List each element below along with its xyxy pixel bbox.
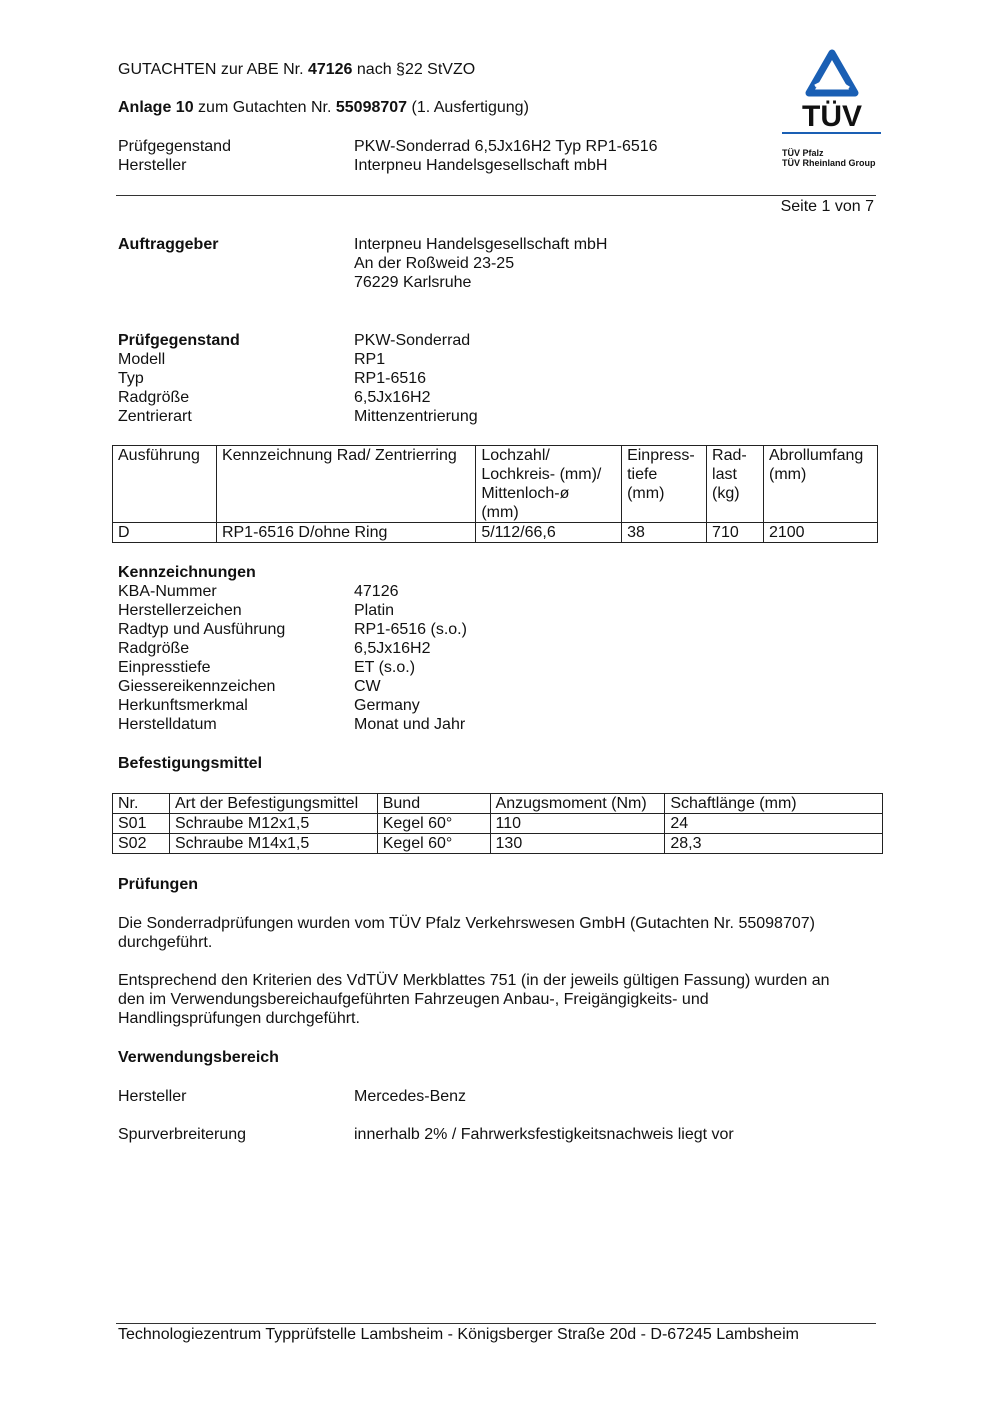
- table-cell: Kegel 60°: [376, 833, 491, 854]
- annex-line: Anlage 10 zum Gutachten Nr. 55098707 (1.…: [118, 99, 529, 116]
- field-label: Modell: [118, 351, 166, 368]
- section-heading: Prüfungen: [118, 876, 198, 893]
- column-header: Anzugsmoment (Nm): [489, 793, 666, 814]
- page-number: Seite 1 von 7: [780, 198, 874, 215]
- field-value: Mittenzentrierung: [354, 408, 478, 425]
- section-heading: Verwendungsbereich: [118, 1049, 279, 1066]
- tuv-triangle-icon: TÜV TÜV Pfalz TÜV Rheinland Group: [782, 49, 881, 168]
- field-label: Einpresstiefe: [118, 659, 211, 676]
- table-cell: Schraube M12x1,5: [168, 813, 378, 834]
- report-title: GUTACHTEN zur ABE Nr. 47126 nach §22 StV…: [118, 61, 476, 78]
- header-divider: [116, 195, 876, 196]
- table-header-row: Ausführung Kennzeichnung Rad/ Zentrierri…: [112, 445, 879, 523]
- table-cell: 38: [621, 522, 708, 543]
- fastener-table: Nr. Art der Befestigungsmittel Bund Anzu…: [112, 793, 883, 854]
- field-label: Radgröße: [118, 640, 190, 657]
- field-label: Radgröße: [118, 389, 190, 406]
- field-label: Herstelldatum: [118, 716, 217, 733]
- column-header: Kennzeichnung Rad/ Zentrierring: [215, 445, 477, 523]
- header-label: Prüfgegenstand: [118, 138, 231, 155]
- table-cell: RP1-6516 D/ohne Ring: [215, 522, 477, 543]
- footer-address: Technologiezentrum Typprüfstelle Lambshe…: [118, 1326, 799, 1343]
- section-heading: Befestigungsmittel: [118, 755, 263, 772]
- column-header: Bund: [376, 793, 491, 814]
- column-header: Rad- last (kg): [706, 445, 764, 523]
- field-label: Herkunftsmerkmal: [118, 697, 248, 714]
- column-header: Ausführung: [112, 445, 217, 523]
- field-value: RP1-6516 (s.o.): [354, 621, 467, 638]
- svg-text:TÜV: TÜV: [802, 100, 862, 133]
- header-label: Hersteller: [118, 157, 187, 174]
- table-row: D RP1-6516 D/ohne Ring 5/112/66,6 38 710…: [112, 522, 879, 543]
- field-value: 6,5Jx16H2: [354, 640, 431, 657]
- field-label: KBA-Nummer: [118, 583, 217, 600]
- field-label: Giessereikennzeichen: [118, 678, 276, 695]
- field-value: RP1-6516: [354, 370, 427, 387]
- footer-divider: [116, 1323, 876, 1324]
- address-line: Interpneu Handelsgesellschaft mbH: [354, 236, 608, 253]
- field-value: 47126: [354, 583, 399, 600]
- field-value: Monat und Jahr: [354, 716, 466, 733]
- section-heading: Kennzeichnungen: [118, 564, 256, 581]
- field-value: innerhalb 2% / Fahrwerksfestigkeitsnachw…: [354, 1126, 734, 1143]
- svg-text:TÜV Rheinland Group: TÜV Rheinland Group: [782, 158, 876, 168]
- field-label: Hersteller: [118, 1088, 187, 1105]
- column-header: Schaftlänge (mm): [664, 793, 883, 814]
- table-cell: 110: [489, 813, 666, 834]
- header-value: PKW-Sonderrad 6,5Jx16H2 Typ RP1-6516: [354, 138, 658, 155]
- field-value: PKW-Sonderrad: [354, 332, 471, 349]
- field-value: RP1: [354, 351, 386, 368]
- field-label: Typ: [118, 370, 144, 387]
- table-cell: 130: [489, 833, 666, 854]
- paragraph: Entsprechend den Kriterien des VdTÜV Mer…: [118, 972, 830, 1027]
- table-cell: 710: [706, 522, 764, 543]
- table-cell: 28,3: [664, 833, 883, 854]
- section-label: Auftraggeber: [118, 236, 219, 253]
- field-label: Herstellerzeichen: [118, 602, 242, 619]
- wheel-table: Ausführung Kennzeichnung Rad/ Zentrierri…: [112, 445, 879, 543]
- column-header: Abrollumfang (mm): [762, 445, 879, 523]
- paragraph: Die Sonderradprüfungen wurden vom TÜV Pf…: [118, 915, 815, 951]
- table-cell: S01: [112, 813, 170, 834]
- table-cell: 24: [664, 813, 883, 834]
- field-label: Zentrierart: [118, 408, 192, 425]
- column-header: Einpress- tiefe (mm): [621, 445, 708, 523]
- table-cell: 2100: [762, 522, 879, 543]
- table-row: S01 Schraube M12x1,5 Kegel 60° 110 24: [112, 813, 883, 834]
- svg-text:TÜV Pfalz: TÜV Pfalz: [782, 148, 824, 158]
- table-cell: 5/112/66,6: [475, 522, 623, 543]
- address-line: 76229 Karlsruhe: [354, 274, 472, 291]
- column-header: Art der Befestigungsmittel: [168, 793, 378, 814]
- table-cell: Schraube M14x1,5: [168, 833, 378, 854]
- address-line: An der Roßweid 23-25: [354, 255, 515, 272]
- table-cell: Kegel 60°: [376, 813, 491, 834]
- table-row: S02 Schraube M14x1,5 Kegel 60° 130 28,3: [112, 833, 883, 854]
- field-label: Prüfgegenstand: [118, 332, 240, 349]
- field-value: Mercedes-Benz: [354, 1088, 467, 1105]
- table-cell: D: [112, 522, 217, 543]
- table-cell: S02: [112, 833, 170, 854]
- header-value: Interpneu Handelsgesellschaft mbH: [354, 157, 608, 174]
- field-label: Spurverbreiterung: [118, 1126, 247, 1143]
- field-value: 6,5Jx16H2: [354, 389, 431, 406]
- column-header: Lochzahl/ Lochkreis- (mm)/ Mittenloch-ø …: [475, 445, 623, 523]
- table-header-row: Nr. Art der Befestigungsmittel Bund Anzu…: [112, 793, 883, 814]
- column-header: Nr.: [112, 793, 170, 814]
- field-value: Germany: [354, 697, 420, 714]
- field-value: ET (s.o.): [354, 659, 416, 676]
- field-value: CW: [354, 678, 381, 695]
- tuv-logo: TÜV TÜV Pfalz TÜV Rheinland Group: [745, 48, 920, 176]
- field-label: Radtyp und Ausführung: [118, 621, 286, 638]
- field-value: Platin: [354, 602, 395, 619]
